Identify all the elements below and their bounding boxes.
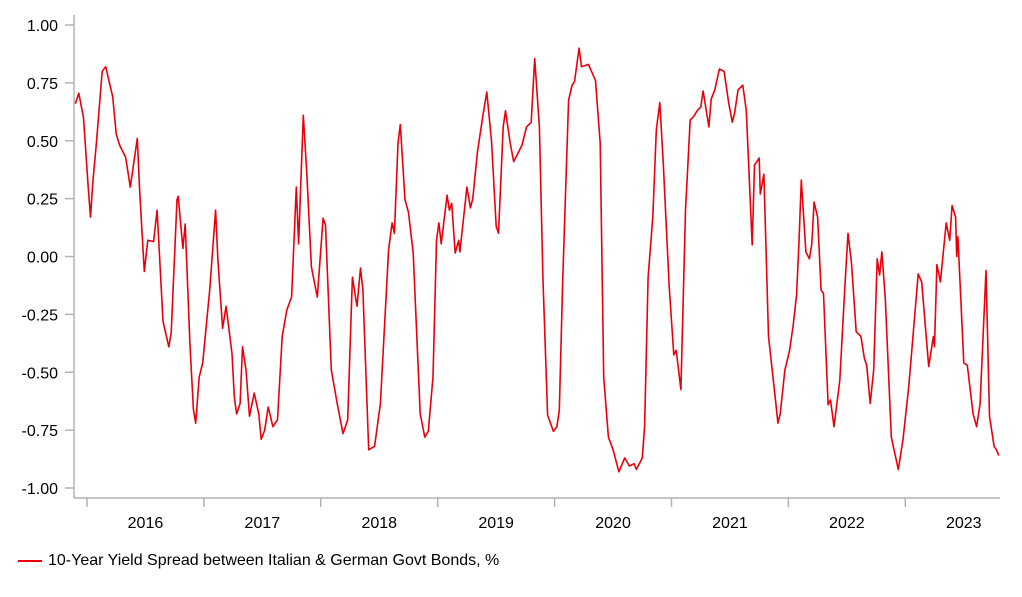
x-tick-label: 2022 [829, 515, 865, 532]
legend: 10-Year Yield Spread between Italian & G… [18, 552, 499, 570]
x-tick-label: 2016 [128, 515, 164, 532]
y-tick-label: 0.00 [27, 250, 58, 267]
y-tick-label: -0.75 [22, 423, 59, 440]
legend-label: 10-Year Yield Spread between Italian & G… [48, 552, 500, 569]
y-tick-label: 0.25 [27, 192, 58, 209]
y-tick-label: 0.75 [27, 76, 58, 93]
spread-series-line [74, 47, 1000, 473]
legend-swatch [18, 560, 42, 562]
y-tick-label: 0.50 [27, 134, 58, 151]
y-tick-label: -0.50 [22, 365, 59, 382]
x-tick-label: 2017 [245, 515, 281, 532]
x-tick-label: 2019 [478, 515, 514, 532]
y-tick-label: 1.00 [27, 18, 58, 35]
x-tick-label: 2023 [946, 515, 982, 532]
x-tick-label: 2020 [595, 515, 631, 532]
y-tick-label: -0.25 [22, 307, 59, 324]
y-tick-label: -1.00 [22, 481, 59, 498]
x-tick-label: 2018 [361, 515, 397, 532]
x-tick-label: 2021 [712, 515, 748, 532]
